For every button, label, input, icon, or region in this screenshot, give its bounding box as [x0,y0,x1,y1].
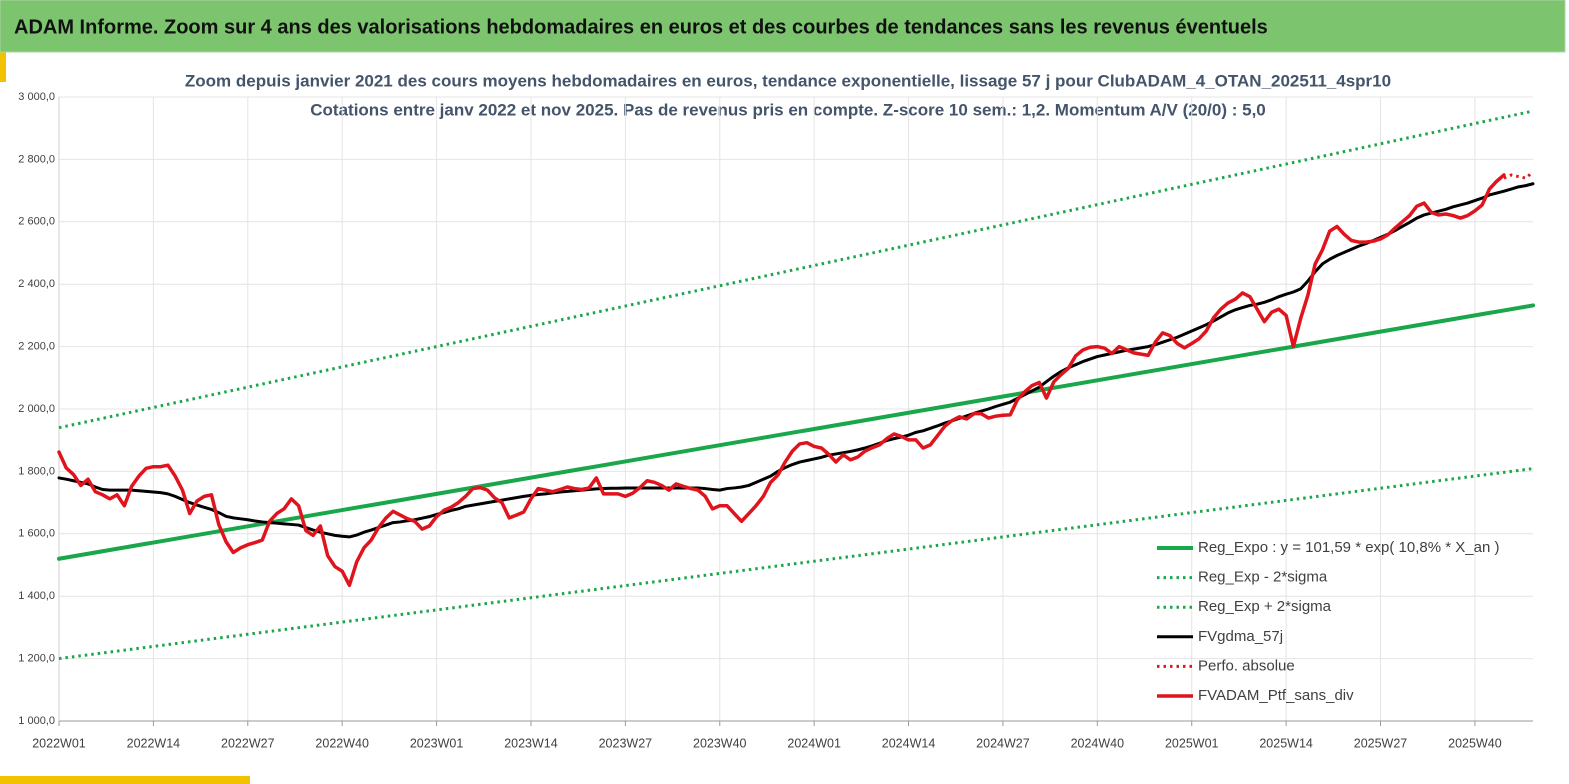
accent [0,776,250,784]
legend-label: Reg_Exp - 2*sigma [1198,569,1328,586]
x-tick-label: 2025W14 [1259,736,1313,750]
x-tick-label: 2023W14 [504,736,558,750]
y-tick-label: 2 200,0 [18,341,55,353]
y-tick-label: 1 400,0 [18,590,55,602]
y-tick-label: 1 000,0 [18,715,55,727]
legend-label: Reg_Expo : y = 101,59 * exp( 10,8% * X_a… [1198,539,1499,556]
legend-label: Reg_Exp + 2*sigma [1198,598,1332,615]
y-tick-label: 2 000,0 [18,403,55,415]
series-line [58,109,1534,430]
header-title: ADAM Informe. Zoom sur 4 ans des valoris… [14,16,1268,38]
y-tick-label: 1 800,0 [18,465,55,477]
x-tick-label: 2022W01 [32,736,86,750]
x-tick-label: 2022W27 [221,736,275,750]
x-tick-label: 2024W14 [882,736,936,750]
x-tick-label: 2025W01 [1165,736,1219,750]
x-tick-label: 2025W40 [1448,736,1502,750]
x-tick-label: 2023W01 [410,736,464,750]
y-tick-label: 3 000,0 [18,91,55,103]
x-tick-label: 2024W27 [976,736,1030,750]
legend-label: FVgdma_57j [1198,628,1283,645]
y-tick-label: 2 600,0 [18,216,55,228]
y-tick-label: 2 400,0 [18,278,55,290]
chart-subtitle: Cotations entre janv 2022 et nov 2025. P… [310,100,1266,119]
x-tick-label: 2022W14 [127,736,181,750]
y-tick-label: 2 800,0 [18,153,55,165]
y-tick-label: 1 200,0 [18,653,55,665]
x-tick-label: 2023W27 [599,736,653,750]
x-tick-label: 2025W27 [1354,736,1408,750]
series-line [1503,170,1534,180]
series-line [57,173,1506,588]
x-tick-label: 2022W40 [315,736,369,750]
accent [0,52,6,82]
x-tick-label: 2024W40 [1071,736,1125,750]
legend-label: Perfo. absolue [1198,657,1295,674]
header-bar [0,0,1566,53]
legend-label: FVADAM_Ptf_sans_div [1198,687,1354,704]
series-line [58,467,1534,661]
x-tick-label: 2024W01 [787,736,841,750]
y-tick-label: 1 600,0 [18,528,55,540]
series-line [57,303,1535,561]
chart-title: Zoom depuis janvier 2021 des cours moyen… [185,71,1391,90]
x-tick-label: 2023W40 [693,736,747,750]
